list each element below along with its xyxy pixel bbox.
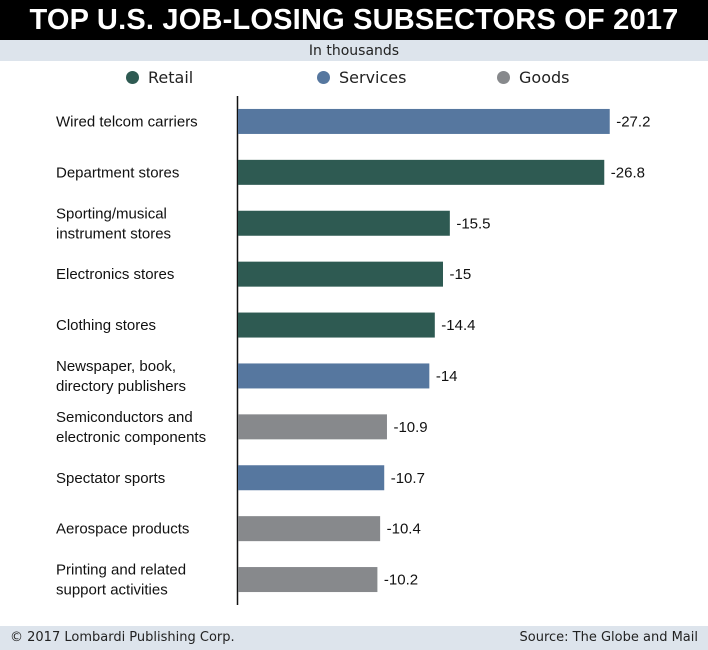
legend-label-goods: Goods [519, 68, 570, 87]
legend: Retail Services Goods [0, 68, 708, 90]
legend-swatch-services [317, 71, 330, 84]
bar-value-label: -10.2 [384, 572, 418, 589]
category-label: Printing and related support activities [56, 562, 186, 599]
category-label: Department stores [56, 164, 179, 181]
bar [238, 159, 605, 185]
legend-item-retail: Retail [126, 68, 193, 87]
legend-item-goods: Goods [497, 68, 569, 87]
bar [238, 363, 430, 389]
footer: © 2017 Lombardi Publishing Corp. Source:… [0, 626, 708, 650]
bar [238, 108, 610, 134]
legend-label-retail: Retail [148, 68, 194, 87]
legend-swatch-goods [497, 71, 510, 84]
legend-swatch-retail [126, 71, 139, 84]
bar-value-label: -14.4 [441, 317, 475, 334]
bar-value-label: -26.8 [611, 164, 645, 181]
bar-value-label: -10.4 [387, 521, 421, 538]
bar [238, 210, 450, 236]
category-label: Semiconductors and electronic components [56, 409, 206, 446]
category-label: Spectator sports [56, 470, 165, 487]
copyright-text: © 2017 Lombardi Publishing Corp. [10, 630, 235, 645]
category-label: Sporting/musical instrument stores [56, 205, 171, 242]
bar-value-label: -15 [450, 266, 472, 283]
category-label: Wired telcom carriers [56, 113, 198, 130]
bar [238, 312, 435, 338]
category-label: Newspaper, book, directory publishers [56, 358, 186, 395]
bar [238, 465, 385, 491]
bar [238, 567, 378, 593]
source-text: Source: The Globe and Mail [519, 630, 699, 645]
bar-value-label: -14 [436, 368, 458, 385]
legend-item-services: Services [317, 68, 406, 87]
category-label: Aerospace products [56, 521, 189, 538]
chart-subtitle: In thousands [0, 40, 708, 61]
category-label: Clothing stores [56, 317, 156, 334]
category-label: Electronics stores [56, 266, 174, 283]
legend-label-services: Services [339, 68, 407, 87]
bar-value-label: -10.7 [391, 470, 425, 487]
bar-value-label: -27.2 [616, 113, 650, 130]
bar [238, 414, 387, 440]
bar-chart: -27.2 Wired telcom carriers -26.8 Departmen… [56, 96, 650, 605]
bar-value-label: -15.5 [456, 215, 490, 232]
chart-title: TOP U.S. JOB-LOSING SUBSECTORS OF 2017 [0, 0, 708, 40]
bar [238, 261, 443, 287]
bar [238, 516, 381, 542]
bar-value-label: -10.9 [393, 419, 427, 436]
